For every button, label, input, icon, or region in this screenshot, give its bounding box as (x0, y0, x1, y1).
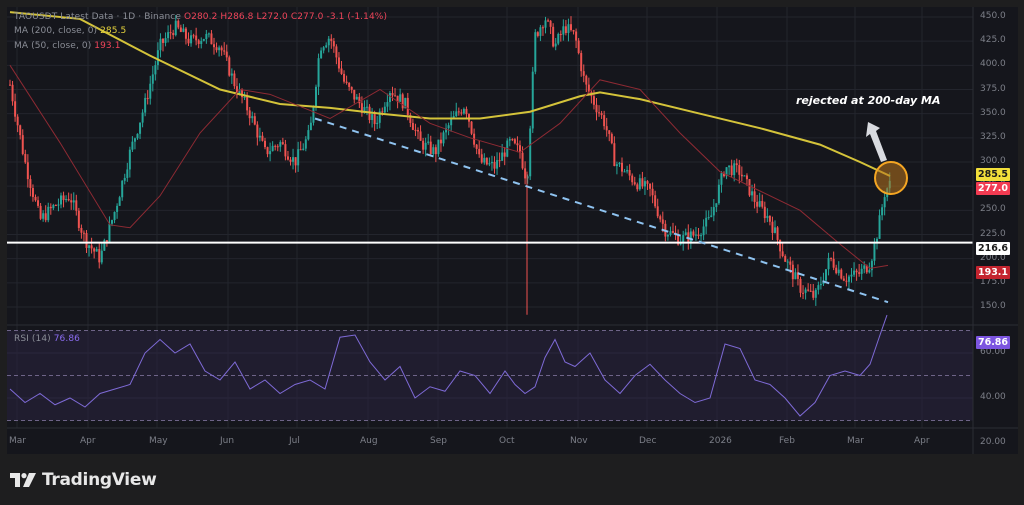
time-tick-label: Jun (220, 436, 235, 446)
ma50-label: MA (50, close, 0) (14, 41, 92, 51)
rsi-line (9, 314, 888, 417)
ma200-line (9, 11, 891, 177)
price-tick-label: 325.0 (980, 131, 1006, 142)
support-price-tag: 216.6 (976, 242, 1010, 255)
chart-canvas[interactable] (7, 7, 1018, 454)
rsi-legend[interactable]: RSI (14) 76.86 (14, 334, 80, 344)
time-tick-label: Oct (499, 436, 515, 446)
interval: 1D (122, 12, 136, 22)
rsi-value-tag: 76.86 (976, 336, 1010, 349)
price-tick-label: 150.0 (980, 301, 1006, 311)
ma200-label: MA (200, close, 0) (14, 26, 98, 36)
ma50-value: 193.1 (94, 41, 121, 51)
ma200-legend[interactable]: MA (200, close, 0) 285.5 (14, 26, 126, 36)
arrow-up-icon[interactable] (866, 122, 887, 162)
time-tick-label: May (149, 436, 168, 446)
ma200-price-tag: 285.5 (976, 168, 1010, 181)
rejection-highlight-circle[interactable] (874, 161, 908, 195)
time-tick-label: Apr (80, 436, 96, 446)
time-tick-label: Jul (289, 436, 300, 446)
ohlc-change: -3.1 (-1.14%) (326, 12, 388, 22)
price-tick-label: 375.0 (980, 83, 1006, 94)
rsi-level-lines (7, 330, 973, 421)
ohlc-high: H286.8 (220, 12, 254, 22)
brand-name: TradingView (42, 470, 157, 490)
time-tick-label: Apr (914, 436, 930, 446)
time-tick-label: Feb (779, 436, 795, 446)
price-tick-label: 300.0 (980, 156, 1006, 166)
time-tick-label: Mar (847, 436, 864, 446)
rsi-tick-label: 20.00 (980, 437, 1006, 447)
last-price-tag: 277.0 (976, 182, 1010, 195)
price-tick-label: 350.0 (980, 107, 1006, 118)
ma50-legend[interactable]: MA (50, close, 0) 193.1 (14, 41, 121, 51)
annotation-text: rejected at 200-day MA (796, 94, 941, 107)
price-tick-label: 250.0 (980, 204, 1006, 215)
chart-frame (7, 7, 1018, 454)
ohlc-open: O280.2 (183, 12, 218, 22)
rsi-tick-label: 40.00 (980, 392, 1006, 402)
descending-trendline[interactable] (314, 117, 889, 304)
rsi-value: 76.86 (53, 334, 80, 344)
ohlc-close: C277.0 (290, 12, 324, 22)
time-tick-label: Sep (430, 436, 447, 446)
symbol-legend[interactable]: TAOUSDT Latest Data · 1D · Binance O280.… (14, 12, 388, 22)
price-tick-label: 175.0 (980, 276, 1006, 287)
price-tick-label: 225.0 (980, 228, 1006, 239)
rsi-tick-label: 60.00 (980, 347, 1006, 357)
price-tick-label: 450.0 (980, 11, 1006, 21)
price-tick-label: 200.0 (980, 252, 1006, 263)
tradingview-logo-icon (10, 473, 36, 487)
ma50-price-tag: 193.1 (976, 266, 1010, 279)
time-tick-label: Nov (570, 436, 588, 446)
exchange: Binance (144, 12, 181, 22)
time-tick-label: 2026 (709, 436, 732, 446)
rsi-label: RSI (14) (14, 334, 51, 344)
tradingview-logo[interactable]: TradingView (10, 470, 157, 490)
ohlc-low: L272.0 (256, 12, 288, 22)
ma50-line (9, 65, 889, 269)
price-tick-label: 400.0 (980, 59, 1006, 70)
candlesticks (9, 15, 891, 315)
time-tick-label: Aug (360, 436, 378, 446)
symbol-name: TAOUSDT Latest Data (14, 12, 114, 22)
time-tick-label: Mar (9, 436, 26, 446)
ma200-value: 285.5 (100, 26, 127, 36)
price-tick-label: 425.0 (980, 35, 1006, 46)
time-tick-label: Dec (639, 436, 657, 446)
